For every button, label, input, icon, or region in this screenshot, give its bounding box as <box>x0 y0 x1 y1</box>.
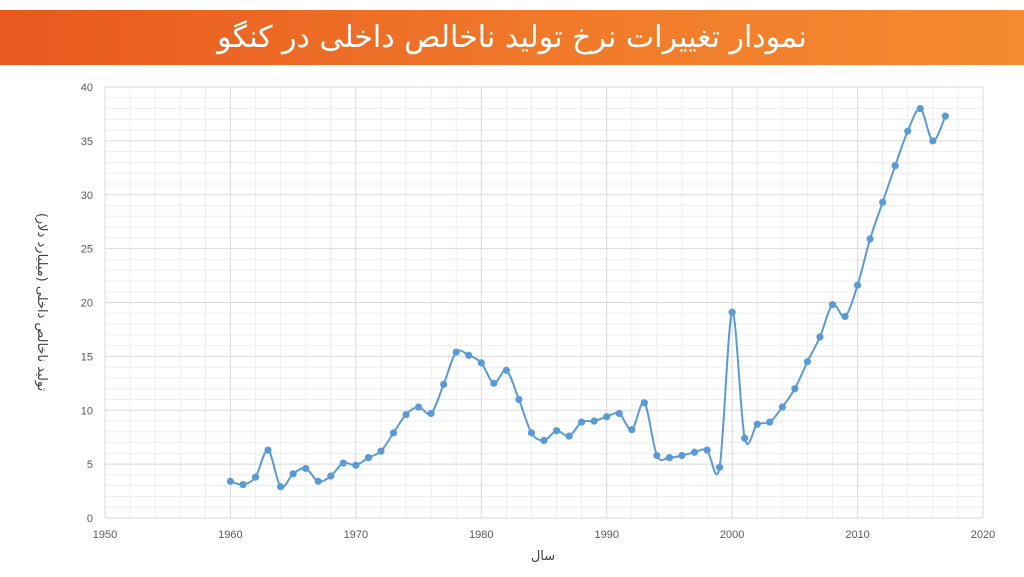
data-point-2002 <box>753 420 761 428</box>
data-point-1961 <box>239 480 247 489</box>
data-point-1986 <box>552 427 561 435</box>
data-point-1965 <box>289 470 297 478</box>
data-point-1969 <box>339 459 347 467</box>
data-point-2001 <box>741 434 749 442</box>
y-tick-label: 10 <box>81 405 93 417</box>
y-tick-label: 5 <box>87 459 93 471</box>
data-point-1992 <box>628 426 636 434</box>
data-point-2016 <box>929 137 937 145</box>
data-point-1987 <box>565 432 573 440</box>
data-point-2004 <box>778 403 786 411</box>
data-point-2013 <box>891 162 899 170</box>
data-point-1978 <box>452 348 460 356</box>
data-point-1970 <box>352 461 360 469</box>
data-point-1995 <box>665 454 674 462</box>
data-point-1979 <box>465 351 473 359</box>
data-point-1963 <box>264 446 272 454</box>
data-point-2010 <box>853 281 862 289</box>
data-point-1977 <box>440 380 448 388</box>
y-tick-label: 0 <box>87 513 93 525</box>
data-point-1960 <box>226 477 235 485</box>
data-point-1988 <box>578 418 586 426</box>
x-tick-label: 1970 <box>344 529 368 541</box>
data-point-1964 <box>277 483 285 491</box>
x-tick-label: 2000 <box>720 529 744 541</box>
y-tick-label: 30 <box>81 190 93 202</box>
chart-title: نمودار تغییرات نرخ تولید ناخالص داخلی در… <box>217 20 807 55</box>
data-point-1968 <box>327 472 335 480</box>
data-point-1993 <box>640 399 648 407</box>
x-tick-label: 1980 <box>469 529 493 541</box>
data-point-1971 <box>364 454 372 462</box>
data-point-1982 <box>502 366 510 374</box>
data-point-1990 <box>603 413 611 421</box>
data-point-1962 <box>251 473 260 481</box>
data-point-1975 <box>414 403 423 411</box>
data-point-1973 <box>389 429 398 437</box>
data-point-1974 <box>402 410 410 419</box>
data-point-2014 <box>904 127 912 135</box>
data-point-1994 <box>653 451 661 460</box>
title-bar: نمودار تغییرات نرخ تولید ناخالص داخلی در… <box>0 10 1024 65</box>
data-point-2017 <box>941 112 949 120</box>
data-point-1966 <box>302 464 310 473</box>
data-point-2011 <box>866 235 874 243</box>
data-point-1981 <box>490 379 498 387</box>
y-tick-label: 35 <box>81 136 93 148</box>
data-point-1967 <box>314 477 322 485</box>
x-tick-label: 1960 <box>218 529 242 541</box>
data-point-1985 <box>540 436 548 445</box>
data-point-1991 <box>615 409 623 418</box>
y-axis-title: تولید ناخالص داخلی (میلیارد دلار) <box>34 213 49 392</box>
x-tick-label: 2020 <box>971 529 995 541</box>
data-point-1997 <box>690 448 699 456</box>
x-tick-label: 2010 <box>845 529 869 541</box>
data-point-1976 <box>427 409 435 418</box>
data-point-2000 <box>728 308 736 316</box>
x-tick-label: 1950 <box>93 529 117 541</box>
data-point-2007 <box>816 333 824 341</box>
x-axis-title: سال <box>531 549 555 564</box>
data-point-1989 <box>590 417 598 425</box>
data-point-2012 <box>879 198 887 206</box>
data-point-1980 <box>477 359 485 367</box>
data-point-1972 <box>377 447 385 455</box>
y-tick-labels: 0 5 10 15 20 25 30 35 40 <box>81 82 93 525</box>
data-point-1999 <box>716 463 724 471</box>
data-point-1984 <box>527 429 536 437</box>
data-point-2006 <box>803 358 812 366</box>
data-point-1983 <box>515 395 523 404</box>
data-point-2015 <box>916 104 924 113</box>
y-tick-label: 25 <box>81 244 93 256</box>
y-tick-label: 15 <box>81 351 93 363</box>
data-points <box>226 104 949 491</box>
series-line <box>230 107 947 489</box>
data-point-2009 <box>841 312 849 321</box>
grid-lines <box>104 86 984 519</box>
data-point-2008 <box>828 301 837 309</box>
data-point-1998 <box>703 446 711 454</box>
data-point-1996 <box>678 451 686 460</box>
y-tick-label: 40 <box>81 82 93 94</box>
y-tick-label: 20 <box>81 298 93 310</box>
data-point-2003 <box>766 418 774 426</box>
x-tick-labels: 1950 1960 1970 1980 1990 2000 2010 2020 <box>93 529 995 541</box>
x-tick-label: 1990 <box>594 529 618 541</box>
data-point-2005 <box>791 385 799 393</box>
